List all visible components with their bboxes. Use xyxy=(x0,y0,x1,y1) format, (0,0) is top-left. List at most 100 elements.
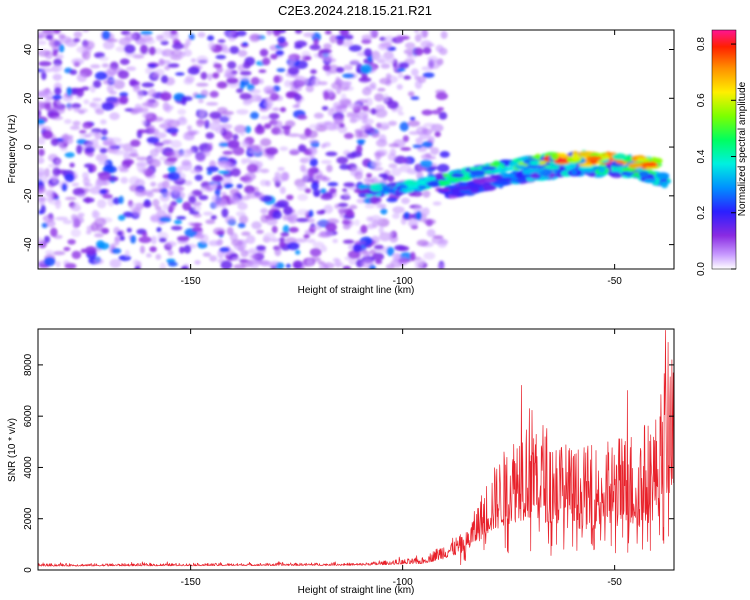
heatmap-cell xyxy=(303,32,315,38)
heatmap-cell xyxy=(428,155,436,160)
signal-cell xyxy=(481,165,497,171)
heatmap-cell xyxy=(129,184,139,192)
heatmap-cell xyxy=(313,112,324,119)
heatmap-cell xyxy=(52,94,63,100)
heatmap-cell xyxy=(77,193,86,198)
heatmap-cell xyxy=(356,145,363,154)
heatmap-cell xyxy=(61,183,68,192)
heatmap-cell xyxy=(435,44,444,53)
signal-cell xyxy=(515,172,523,179)
heatmap-cell xyxy=(319,48,332,54)
heatmap-cell xyxy=(411,68,419,76)
signal-cell xyxy=(607,171,621,176)
heatmap-cell xyxy=(382,173,389,181)
heatmap-cell xyxy=(325,222,337,232)
heatmap-cell xyxy=(155,205,162,211)
heatmap-cell xyxy=(52,50,58,57)
heatmap-cell xyxy=(280,232,290,237)
heatmap-cell xyxy=(72,120,81,126)
heatmap-cell xyxy=(183,244,192,254)
heatmap-cell xyxy=(64,119,72,124)
heatmap-cell xyxy=(187,66,200,75)
heatmap-cell xyxy=(82,30,90,33)
heatmap-cell xyxy=(239,70,252,76)
heatmap-cell xyxy=(156,38,168,42)
heatmap-cell xyxy=(131,107,144,114)
heatmap-cell xyxy=(140,35,153,42)
heatmap-cell xyxy=(386,55,396,65)
heatmap-cell xyxy=(267,261,278,268)
heatmap-cell xyxy=(280,171,289,181)
heatmap-cell xyxy=(96,199,107,209)
heatmap-cell xyxy=(149,246,157,253)
heatmap-cell xyxy=(141,82,155,88)
signal-cell xyxy=(638,171,650,178)
heatmap-cell xyxy=(74,201,80,211)
heatmap-cell xyxy=(145,67,152,75)
heatmap-cell xyxy=(344,34,354,40)
heatmap-cell xyxy=(215,54,227,60)
heatmap-cell xyxy=(308,139,320,144)
snr-x-tick-label: -50 xyxy=(607,577,622,588)
heatmap-cell xyxy=(260,115,271,120)
heatmap-cell xyxy=(321,106,329,111)
heatmap-cell xyxy=(220,176,233,186)
heatmap-cell xyxy=(336,38,344,46)
heatmap-cell xyxy=(235,211,246,217)
heatmap-cell xyxy=(222,150,233,155)
heatmap-cell xyxy=(414,257,426,266)
heatmap-cell xyxy=(342,73,355,79)
heatmap-cell xyxy=(161,50,167,57)
heatmap-cell xyxy=(380,63,391,69)
heatmap-cell xyxy=(221,208,229,218)
heatmap-cell xyxy=(126,227,132,233)
heatmap-cell xyxy=(279,107,287,113)
heatmap-cell xyxy=(290,84,302,93)
heatmap-cell xyxy=(158,237,167,243)
heatmap-cell xyxy=(323,43,332,50)
signal-cell xyxy=(540,176,551,180)
heatmap-cell xyxy=(160,91,172,101)
heatmap-cell xyxy=(167,261,178,267)
heatmap-cell xyxy=(356,198,366,204)
colorbar-ticks: 0.0 0.2 0.4 0.6 0.8 xyxy=(696,37,736,276)
spectrogram-y-tick-label: -20 xyxy=(23,188,34,203)
heatmap-cell xyxy=(140,44,148,55)
heatmap-cell xyxy=(49,174,59,181)
heatmap-cell xyxy=(98,161,108,166)
heatmap-cell xyxy=(207,35,215,41)
heatmap-cell xyxy=(188,195,197,204)
heatmap-cell xyxy=(130,139,141,147)
heatmap-cell xyxy=(112,197,121,205)
heatmap-cell xyxy=(324,121,337,131)
heatmap-cell xyxy=(415,137,423,144)
spectrogram-y-tick-label: 40 xyxy=(23,44,34,56)
heatmap-cell xyxy=(308,146,317,154)
heatmap-cell xyxy=(324,30,332,35)
heatmap-cell xyxy=(159,156,167,161)
snr-y-label: SNR (10 * v/v) xyxy=(7,418,18,482)
signal-cell xyxy=(529,160,541,165)
colorbar-tick-label: 0.6 xyxy=(696,93,707,107)
heatmap-cell xyxy=(337,202,349,208)
heatmap-cell xyxy=(52,73,62,81)
heatmap-cell xyxy=(72,216,85,225)
heatmap-cell xyxy=(46,107,56,112)
heatmap-cell xyxy=(265,147,279,156)
heatmap-cell xyxy=(88,152,94,157)
heatmap-cell xyxy=(223,73,237,79)
heatmap-cell xyxy=(95,108,105,115)
heatmap-cell xyxy=(149,128,160,135)
heatmap-cell xyxy=(209,90,219,98)
heatmap-cell xyxy=(399,121,409,132)
heatmap-cell xyxy=(171,149,183,159)
spectrogram-panel: -150 -100 -50 -40 -20 0 20 40 Height of straig… xyxy=(7,29,675,296)
heatmap-cell xyxy=(367,178,375,184)
heatmap-cell xyxy=(165,104,172,113)
signal-cell xyxy=(586,155,602,162)
heatmap-cell xyxy=(209,111,222,119)
heatmap-cell xyxy=(365,97,373,107)
heatmap-cell xyxy=(241,140,250,148)
heatmap-cell xyxy=(94,258,104,265)
heatmap-cell xyxy=(396,84,403,90)
